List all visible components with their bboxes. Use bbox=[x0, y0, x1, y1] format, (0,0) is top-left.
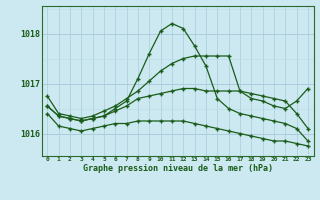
X-axis label: Graphe pression niveau de la mer (hPa): Graphe pression niveau de la mer (hPa) bbox=[83, 164, 273, 173]
